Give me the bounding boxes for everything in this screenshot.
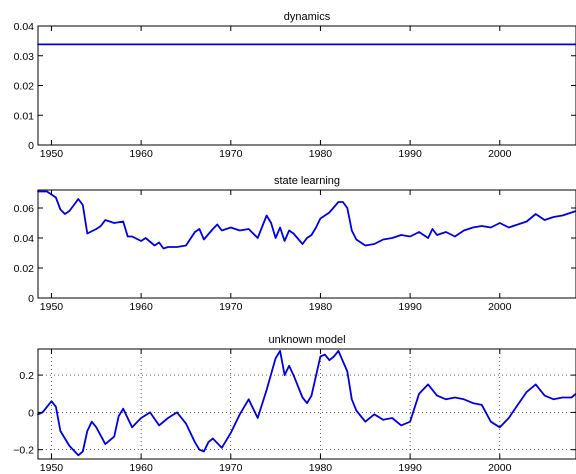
chart-panel-2: state learning 1950 1960 1970 1980 1990 2000 0 0…	[14, 175, 576, 313]
y-tick-label: 0	[28, 293, 34, 305]
series-line-1	[37, 190, 576, 250]
x-tick-label: 1960	[129, 148, 153, 160]
y-tick-label: 0.02	[14, 81, 35, 93]
chart-title: unknown model	[268, 334, 345, 346]
chart-title: dynamics	[284, 11, 331, 23]
chart-panel-3: unknown model 1950 1960 1970 1980 1990 2000 −0.…	[13, 334, 576, 474]
y-tick-label: 0.04	[14, 21, 35, 33]
y-tick-label: 0	[28, 140, 34, 152]
x-tick-label: 1990	[398, 148, 422, 160]
x-tick-label: 1990	[398, 462, 422, 474]
x-tick-label: 2000	[488, 148, 512, 160]
y-tick-label: 0.2	[19, 370, 34, 382]
y-tick-label: 0.01	[14, 110, 35, 122]
x-tick-label: 1970	[219, 148, 243, 160]
x-tick-label: 1980	[309, 301, 333, 313]
x-tick-label: 1950	[40, 462, 64, 474]
chart-panel-1: dynamics 1950 1960 1970 1980 1990 2000 0 0.01 0.0…	[14, 11, 576, 160]
x-tick-label: 1970	[219, 462, 243, 474]
x-tick-label: 1960	[129, 462, 153, 474]
y-tick-label: 0.02	[14, 263, 35, 275]
y-tick-label: 0.04	[14, 233, 35, 245]
axes-frame	[37, 189, 576, 299]
x-tick-label: 2000	[488, 462, 512, 474]
x-tick-label: 1970	[219, 301, 243, 313]
x-tick-label: 1950	[40, 301, 64, 313]
chart-title: state learning	[274, 175, 340, 187]
x-tick-label: 1990	[398, 301, 422, 313]
x-tick-label: 2000	[488, 301, 512, 313]
axes-frame	[37, 348, 576, 460]
x-tick-label: 1980	[309, 462, 333, 474]
x-tick-label: 1980	[309, 148, 333, 160]
y-tick-label: −0.2	[13, 445, 34, 457]
series-line-1	[37, 350, 576, 457]
y-tick-label: 0	[28, 407, 34, 419]
y-tick-label: 0.06	[14, 203, 35, 215]
x-tick-label: 1960	[129, 301, 153, 313]
y-tick-label: 0.03	[14, 51, 35, 63]
x-tick-label: 1950	[40, 148, 64, 160]
